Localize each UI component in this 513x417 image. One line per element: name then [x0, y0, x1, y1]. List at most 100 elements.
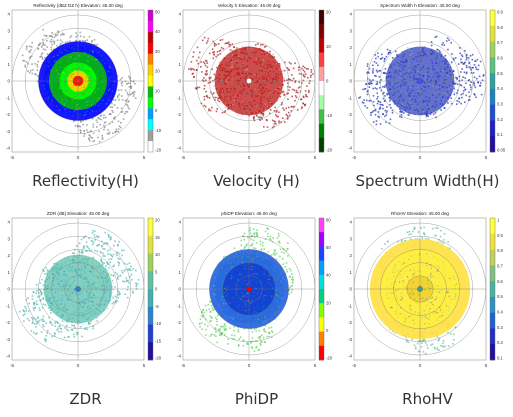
echo-speckle: [390, 76, 392, 79]
echo-speckle: [378, 75, 381, 78]
echo-speckle: [268, 278, 270, 281]
echo-speckle: [86, 111, 88, 113]
echo-speckle: [265, 62, 267, 65]
echo-speckle: [255, 345, 258, 348]
echo-speckle: [423, 110, 425, 112]
echo-speckle: [217, 314, 219, 317]
echo-speckle: [39, 282, 41, 284]
echo-speckle: [72, 305, 74, 307]
echo-speckle: [36, 320, 38, 323]
echo-speckle: [53, 332, 56, 334]
echo-speckle: [62, 99, 64, 101]
echo-speckle: [261, 313, 263, 316]
echo-speckle: [39, 299, 41, 302]
echo-speckle: [245, 302, 247, 304]
echo-speckle: [67, 318, 69, 320]
echo-speckle: [216, 66, 218, 69]
colorbar-tick-label: 10: [155, 88, 160, 93]
echo-speckle: [290, 291, 293, 294]
echo-speckle: [73, 84, 75, 87]
echo-speckle: [413, 86, 416, 88]
y-tick-label: 4: [8, 12, 11, 17]
echo-speckle: [251, 242, 254, 245]
echo-speckle: [379, 103, 382, 106]
echo-speckle: [119, 292, 121, 295]
echo-speckle: [109, 113, 112, 115]
echo-speckle: [473, 82, 475, 85]
echo-speckle: [235, 47, 238, 49]
echo-speckle: [406, 73, 408, 75]
echo-speckle: [89, 270, 91, 272]
echo-speckle: [117, 243, 119, 246]
y-tick-label: -4: [177, 146, 181, 151]
echo-speckle: [216, 320, 218, 323]
echo-speckle: [264, 230, 267, 233]
echo-speckle: [30, 46, 33, 48]
echo-speckle: [361, 101, 364, 104]
echo-speckle: [27, 62, 29, 65]
echo-speckle: [408, 64, 410, 66]
echo-speckle: [379, 81, 381, 84]
echo-speckle: [101, 279, 103, 281]
echo-speckle: [396, 80, 398, 82]
echo-speckle: [406, 49, 409, 51]
echo-speckle: [61, 33, 64, 36]
echo-speckle: [217, 74, 219, 76]
echo-speckle: [103, 248, 106, 250]
echo-speckle: [285, 107, 287, 110]
echo-speckle: [301, 67, 303, 70]
echo-speckle: [263, 93, 265, 95]
y-tick-label: -4: [177, 354, 181, 359]
echo-speckle: [434, 70, 437, 72]
echo-speckle: [37, 60, 39, 63]
echo-speckle: [307, 68, 309, 70]
echo-speckle: [98, 235, 100, 238]
echo-speckle: [425, 237, 428, 240]
echo-speckle: [278, 235, 280, 237]
echo-speckle: [267, 282, 269, 284]
echo-speckle: [450, 75, 452, 78]
echo-speckle: [373, 121, 375, 123]
echo-speckle: [29, 56, 32, 58]
echo-speckle: [221, 111, 224, 114]
echo-speckle: [247, 256, 249, 258]
echo-speckle: [448, 39, 450, 41]
echo-speckle: [233, 100, 235, 102]
echo-speckle: [230, 106, 233, 109]
echo-speckle: [128, 269, 130, 271]
echo-speckle: [64, 90, 66, 92]
echo-speckle: [432, 227, 434, 230]
echo-speckle: [100, 118, 103, 121]
chart-title: Spectrum Width h Elevation: 45.00 deg: [380, 3, 460, 8]
echo-speckle: [262, 59, 264, 61]
echo-speckle: [369, 82, 371, 84]
colorbar-swatch: [148, 53, 153, 65]
echo-speckle: [422, 338, 424, 341]
echo-speckle: [265, 66, 267, 68]
echo-speckle: [93, 234, 96, 236]
echo-speckle: [227, 108, 229, 110]
echo-speckle: [262, 295, 264, 297]
echo-speckle: [255, 272, 257, 274]
x-tick-label: 0: [248, 363, 251, 368]
echo-speckle: [258, 330, 261, 332]
echo-speckle: [404, 92, 406, 94]
echo-speckle: [252, 297, 254, 299]
echo-speckle: [125, 103, 128, 106]
echo-speckle: [95, 319, 97, 321]
colorbar-swatch: [319, 246, 324, 261]
echo-speckle: [278, 111, 280, 114]
echo-speckle: [280, 121, 282, 123]
echo-speckle: [35, 283, 38, 286]
echo-speckle: [429, 88, 431, 90]
echo-speckle: [46, 272, 48, 275]
echo-speckle: [83, 130, 85, 132]
echo-speckle: [222, 68, 224, 71]
echo-speckle: [276, 311, 278, 313]
echo-speckle: [107, 276, 109, 278]
echo-speckle: [401, 67, 403, 69]
echo-speckle: [43, 34, 46, 37]
echo-speckle: [91, 41, 93, 43]
echo-speckle: [92, 229, 94, 232]
echo-speckle: [120, 107, 123, 110]
